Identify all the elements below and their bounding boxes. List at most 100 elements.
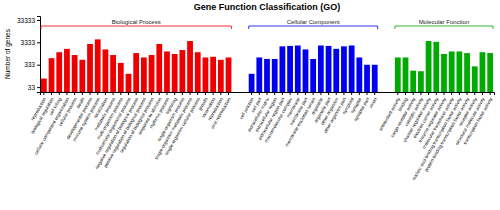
- bar: [395, 57, 401, 92]
- x-tick-mark: [320, 92, 321, 95]
- group-bracket: [41, 26, 231, 29]
- x-tick-mark: [166, 92, 167, 95]
- group-label: Molecular Function: [419, 19, 470, 25]
- x-tick-mark: [490, 92, 491, 95]
- y-tick: 3333: [21, 39, 40, 46]
- bar: [364, 65, 370, 92]
- bars: [41, 39, 493, 92]
- y-tick-mark: [37, 42, 40, 43]
- bar: [418, 71, 424, 92]
- x-tick-label: transcription factor activity: [462, 96, 493, 145]
- x-tick-mark: [90, 92, 91, 95]
- bar: [118, 63, 124, 92]
- bar: [287, 46, 293, 92]
- x-tick-label: synapse part: [353, 96, 371, 122]
- bar: [87, 44, 93, 92]
- y-tick-label: 33: [28, 84, 36, 91]
- bar: [349, 45, 355, 92]
- y-axis-title: Number of genes: [4, 28, 12, 79]
- bar: [426, 41, 432, 92]
- bar: [318, 45, 324, 92]
- title: Gene Function Classification (GO): [194, 2, 341, 12]
- bar: [272, 59, 278, 92]
- x-tick-mark: [313, 92, 314, 95]
- bar: [195, 52, 201, 92]
- x-tick-mark: [259, 92, 260, 95]
- bar: [49, 58, 55, 92]
- x-tick-mark: [205, 92, 206, 95]
- x-tick-mark: [128, 92, 129, 95]
- x-tick-mark: [66, 92, 67, 95]
- x-tick-label: membrane-enclosed lumen: [284, 96, 316, 147]
- x-tick-mark: [213, 92, 214, 95]
- y-axis-line: [37, 17, 41, 93]
- x-tick-mark: [343, 92, 344, 95]
- x-tick-mark: [97, 92, 98, 95]
- x-tick-mark: [397, 92, 398, 95]
- x-tick-mark: [351, 92, 352, 95]
- bar: [172, 54, 178, 92]
- bar: [403, 57, 409, 92]
- bar: [203, 57, 209, 92]
- x-tick: transcription factor activity: [462, 92, 493, 145]
- x-tick: viral reproduction: [210, 92, 232, 130]
- x-tick-mark: [374, 92, 375, 95]
- x-tick-mark: [82, 92, 83, 95]
- x-tick-mark: [43, 92, 44, 95]
- x-tick-mark: [136, 92, 137, 95]
- x-tick-mark: [74, 92, 75, 95]
- bar: [341, 46, 347, 92]
- bar: [210, 57, 216, 92]
- bar: [487, 53, 493, 92]
- group-bracket: [249, 26, 378, 29]
- x-tick-mark: [197, 92, 198, 95]
- x-tick-mark: [297, 92, 298, 95]
- x-tick-mark: [367, 92, 368, 95]
- x-tick-mark: [190, 92, 191, 95]
- x-tick-mark: [305, 92, 306, 95]
- bar: [41, 79, 47, 92]
- group-labels: Biological ProcessCellular ComponentMole…: [41, 19, 493, 29]
- x-tick-label: single-organism metabolic process: [153, 96, 193, 160]
- chart: reproductionbiological regulationcell ki…: [0, 0, 500, 210]
- bar: [372, 65, 378, 92]
- x-tick-mark: [474, 92, 475, 95]
- x-tick-mark: [467, 92, 468, 95]
- x-tick-mark: [459, 92, 460, 95]
- x-tick-mark: [274, 92, 275, 95]
- y-tick-mark: [37, 65, 40, 66]
- group-label: Biological Process: [112, 19, 161, 25]
- bar: [356, 57, 362, 92]
- bar: [310, 59, 316, 92]
- x-axis: reproductionbiological regulationcell ki…: [30, 92, 495, 181]
- bar: [249, 74, 255, 92]
- y-tick: 33: [28, 84, 40, 91]
- bar: [433, 42, 439, 92]
- bar: [480, 52, 486, 92]
- bar: [103, 49, 109, 92]
- x-tick-mark: [251, 92, 252, 95]
- x-tick-label: single-organism cellular process: [164, 96, 201, 156]
- x-tick-mark: [482, 92, 483, 95]
- x-tick: cellular component organization: [33, 92, 70, 155]
- bar: [126, 74, 132, 92]
- y-tick-mark: [37, 20, 40, 21]
- x-tick-label: virion: [368, 96, 378, 108]
- x-tick-mark: [336, 92, 337, 95]
- bar: [56, 52, 62, 92]
- x-tick-mark: [120, 92, 121, 95]
- bar: [333, 49, 339, 92]
- y-tick: 33333: [17, 17, 40, 24]
- x-tick-label: nucleic acid binding transcription facto…: [411, 96, 463, 181]
- x-tick-mark: [451, 92, 452, 95]
- x-tick: nucleic acid binding transcription facto…: [411, 92, 463, 181]
- bar: [295, 45, 301, 92]
- x-tick-mark: [59, 92, 60, 95]
- y-tick-label: 3333: [21, 39, 36, 46]
- x-tick-mark: [413, 92, 414, 95]
- bar: [72, 55, 78, 92]
- x-tick-mark: [443, 92, 444, 95]
- x-tick-mark: [436, 92, 437, 95]
- x-tick-mark: [405, 92, 406, 95]
- bar: [79, 60, 85, 92]
